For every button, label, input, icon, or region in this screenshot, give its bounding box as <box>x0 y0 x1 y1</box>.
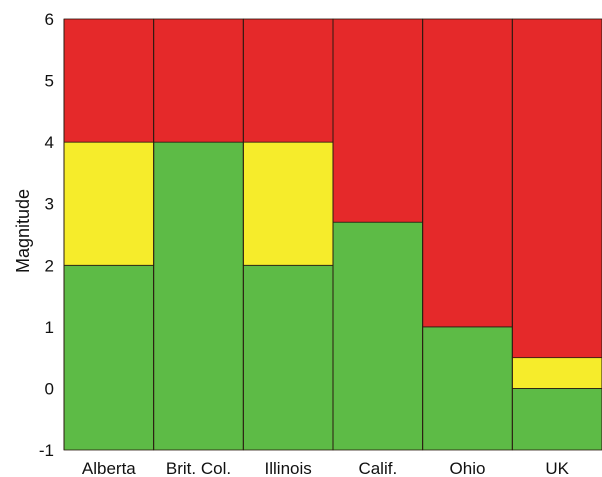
bar-segment-uk-1 <box>511 357 602 389</box>
y-tick-label: 6 <box>45 10 54 29</box>
y-tick-label: 1 <box>45 318 54 337</box>
x-axis-ticks: Alberta Brit. Col. Illinois Calif. Ohio UK <box>82 459 570 477</box>
bar-segment-alberta-0 <box>63 264 155 451</box>
bar-segment-brit-col--0 <box>153 141 244 451</box>
y-tick-label: 2 <box>45 256 54 275</box>
bar-segment-ohio-0 <box>422 326 513 451</box>
x-tick-label-alberta: Alberta <box>82 459 136 477</box>
y-axis-ticks: -1 0 1 2 3 4 5 6 <box>39 10 54 460</box>
x-tick-label-illinois: Illinois <box>265 459 312 477</box>
bar-segment-illinois-2 <box>242 18 334 143</box>
bar-segment-ohio-2 <box>422 18 513 328</box>
y-tick-label: 3 <box>45 195 54 214</box>
bar-segment-uk-2 <box>511 18 602 359</box>
x-tick-label-calif-: Calif. <box>358 459 397 477</box>
x-tick-label-ohio: Ohio <box>450 459 486 477</box>
bar-segment-alberta-2 <box>63 18 155 143</box>
y-axis-label: Magnitude <box>13 189 33 273</box>
category-dividers <box>63 19 602 450</box>
bars-group <box>63 18 602 451</box>
bar-segment-brit-col--2 <box>153 18 244 143</box>
bar-segment-illinois-0 <box>242 264 334 451</box>
y-tick-label: 5 <box>45 72 54 91</box>
x-tick-label-brit-col-: Brit. Col. <box>166 459 231 477</box>
y-tick-label: 4 <box>45 133 54 152</box>
bar-segment-illinois-1 <box>242 141 334 266</box>
y-tick-label: 0 <box>45 379 54 398</box>
x-tick-label-uk: UK <box>545 459 569 477</box>
bar-segment-calif--0 <box>332 221 424 451</box>
bar-segment-alberta-1 <box>63 141 155 266</box>
bar-segment-uk-0 <box>511 388 602 451</box>
y-tick-label: -1 <box>39 441 54 460</box>
bar-segment-calif--2 <box>332 18 424 223</box>
